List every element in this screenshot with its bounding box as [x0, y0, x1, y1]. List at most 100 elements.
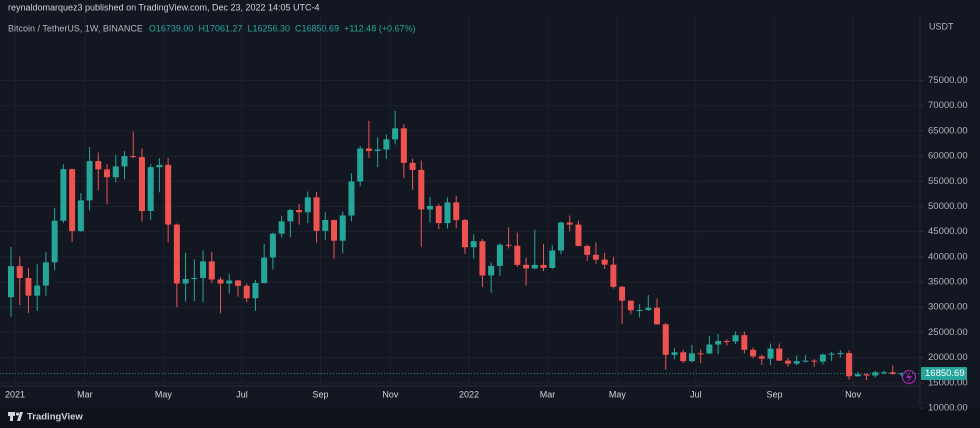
candle-body: [121, 156, 128, 167]
candle-body: [409, 162, 416, 170]
candle-body: [566, 222, 573, 225]
candle-body: [331, 220, 338, 241]
candle-body: [365, 148, 372, 152]
y-tick-label: 15000.00: [928, 377, 968, 388]
x-tick-label: 2021: [5, 389, 25, 399]
y-tick-label: 20000.00: [928, 352, 968, 363]
candle-body: [697, 353, 704, 355]
candle-body: [461, 220, 468, 248]
candle-body: [278, 221, 285, 234]
candle-body: [793, 361, 800, 364]
candle-body: [889, 372, 896, 374]
candle-body: [584, 245, 591, 255]
candle-body: [8, 266, 14, 298]
y-tick-label: 50000.00: [928, 201, 968, 212]
candle-body: [706, 344, 713, 354]
candle-body: [505, 244, 512, 246]
candle-body: [837, 353, 844, 355]
candle-body: [147, 167, 154, 211]
y-tick-label: 25000.00: [928, 327, 968, 338]
candle-body: [732, 335, 739, 342]
candle-body: [95, 161, 102, 170]
candle-body: [234, 280, 241, 286]
candle-body: [400, 128, 407, 163]
y-tick-label: 40000.00: [928, 251, 968, 262]
y-tick-label: 65000.00: [928, 125, 968, 136]
ohlc-value: H17061.27: [198, 23, 242, 33]
candle-body: [69, 169, 76, 232]
candle-body: [750, 349, 757, 357]
candle-body: [549, 250, 556, 268]
candle-body: [819, 354, 826, 362]
candle-body: [715, 340, 722, 345]
candle-body: [645, 307, 652, 310]
candle-body: [723, 340, 730, 342]
y-tick-label: 35000.00: [928, 277, 968, 288]
candle-body: [156, 164, 163, 168]
candle-body: [392, 128, 399, 140]
ohlc-value: O16739.00: [149, 23, 194, 33]
candle-body: [767, 348, 774, 359]
candle-body: [540, 264, 547, 268]
candle-body: [252, 283, 259, 299]
candle-body: [680, 352, 687, 362]
candle-body: [784, 360, 791, 364]
x-tick-label: Mar: [77, 389, 93, 399]
candle-body: [357, 148, 364, 182]
candle-body: [182, 279, 189, 284]
candle-body: [479, 241, 486, 276]
candle-body: [25, 277, 32, 296]
candle-body: [200, 261, 207, 278]
x-tick-label: May: [155, 389, 173, 399]
candle-body: [243, 285, 250, 299]
candle-body: [435, 205, 442, 224]
candle-body: [217, 279, 224, 284]
candle-body: [610, 264, 617, 287]
candle-body: [514, 245, 521, 265]
footer-bar: [0, 408, 980, 428]
candle-body: [802, 360, 809, 362]
candle-body: [662, 324, 669, 355]
x-tick-label: Jul: [236, 389, 248, 399]
candle-body: [654, 307, 661, 325]
candle-body: [173, 224, 180, 284]
candle-body: [846, 353, 853, 377]
candle-body: [86, 161, 93, 201]
last-price-tag: [921, 366, 967, 380]
candle-body: [383, 139, 390, 150]
x-tick-label: Nov: [382, 389, 399, 399]
y-tick-label: 75000.00: [928, 75, 968, 86]
candle-body: [42, 262, 49, 286]
candle-body: [575, 224, 582, 246]
candle-body: [671, 352, 678, 355]
candle-body: [60, 169, 67, 221]
candle-body: [322, 220, 329, 231]
brand-logo: [8, 412, 23, 421]
y-tick-label: 45000.00: [928, 226, 968, 237]
candle-body: [34, 285, 41, 296]
candle-body: [898, 373, 905, 375]
symbol: Bitcoin / TetherUS, 1W, BINANCE: [8, 23, 143, 33]
x-tick-label: Jul: [690, 389, 702, 399]
candle-body: [226, 280, 233, 284]
candle-body: [339, 215, 346, 241]
candle-body: [16, 266, 23, 278]
candle-body: [872, 372, 879, 376]
candle-body: [296, 209, 303, 213]
y-unit: USDT: [929, 21, 954, 31]
candle-body: [261, 257, 268, 284]
candle-body: [854, 374, 861, 377]
candle-body: [531, 264, 538, 269]
last-price-label: 16850.69: [925, 368, 965, 379]
candle-body: [304, 197, 311, 213]
x-tick-label: May: [609, 389, 627, 399]
x-tick-label: Nov: [845, 389, 862, 399]
candle-body: [828, 353, 835, 355]
candle-body: [418, 169, 425, 210]
y-tick-label: 70000.00: [928, 100, 968, 111]
x-tick-label: Sep: [313, 389, 329, 399]
icon: [901, 369, 917, 385]
ohlc-value: C16850.69: [295, 23, 339, 33]
